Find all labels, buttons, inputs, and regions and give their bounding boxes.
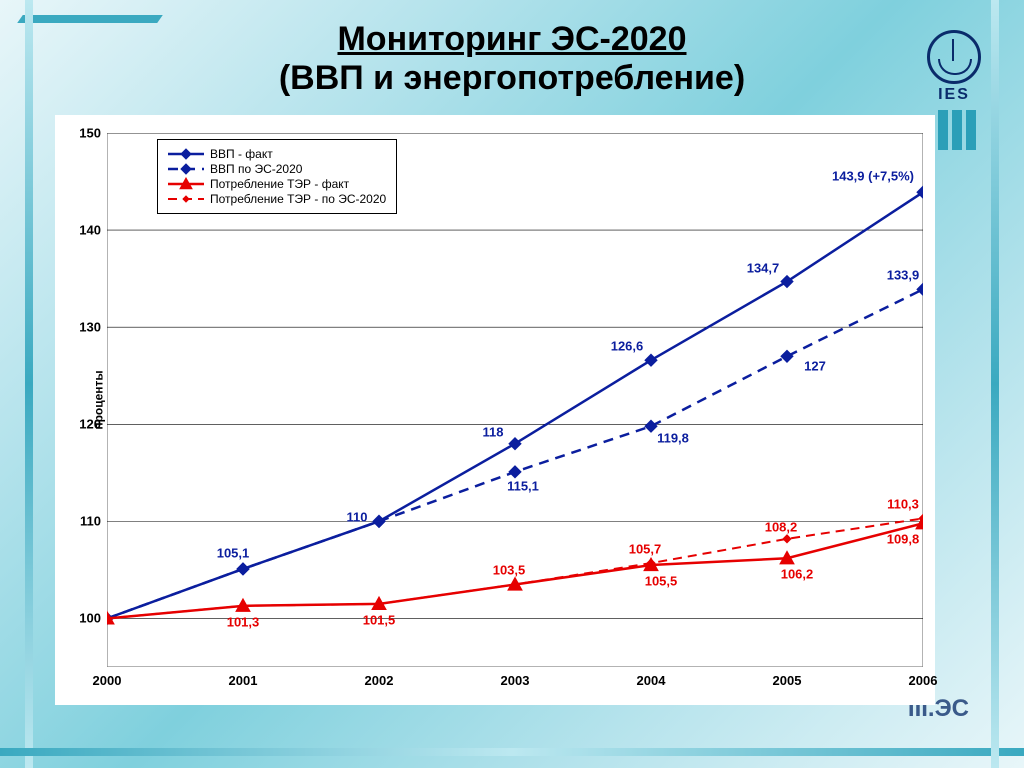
data-label: 127 [804,359,826,374]
data-label: 105,1 [217,545,250,560]
ytick-label: 150 [79,126,101,141]
ytick-label: 140 [79,223,101,238]
ytick-label: 130 [79,320,101,335]
ytick-label: 110 [80,514,101,529]
xtick-label: 2002 [365,673,394,688]
data-label: 126,6 [611,339,644,354]
data-label: 115,1 [507,478,539,493]
data-label: 106,2 [781,567,814,582]
data-label: 105,5 [645,574,678,589]
data-label: 101,3 [227,614,260,629]
data-label: 133,9 [887,268,920,283]
data-label: 105,7 [629,542,662,557]
data-label: 110 [347,510,368,525]
bars-icon [938,110,976,150]
data-label: 103,5 [493,563,526,578]
data-label: 118 [483,424,504,439]
xtick-label: 2006 [909,673,938,688]
data-label: 119,8 [657,431,689,446]
data-label: 143,9 (+7,5%) [832,169,914,184]
data-label: 110,3 [887,497,919,512]
ytick-label: 120 [79,417,101,432]
data-label: 134,7 [747,260,780,275]
xtick-label: 2003 [501,673,530,688]
data-label: 108,2 [765,519,798,534]
data-label: 101,5 [363,612,396,627]
page-title: Мониторинг ЭС-2020 (ВВП и энергопотребле… [0,20,1024,98]
data-label: 109,8 [887,532,920,547]
xtick-label: 2001 [229,673,258,688]
title-line1: Мониторинг ЭС-2020 [337,20,686,58]
title-line2: (ВВП и энергопотребление) [279,59,745,97]
xtick-label: 2000 [93,673,122,688]
chart-area: проценты ВВП - фактВВП по ЭС-2020Потребл… [55,115,935,705]
xtick-label: 2004 [637,673,666,688]
xtick-label: 2005 [773,673,802,688]
ies-logo: IES [924,30,984,104]
ytick-label: 100 [79,611,101,626]
